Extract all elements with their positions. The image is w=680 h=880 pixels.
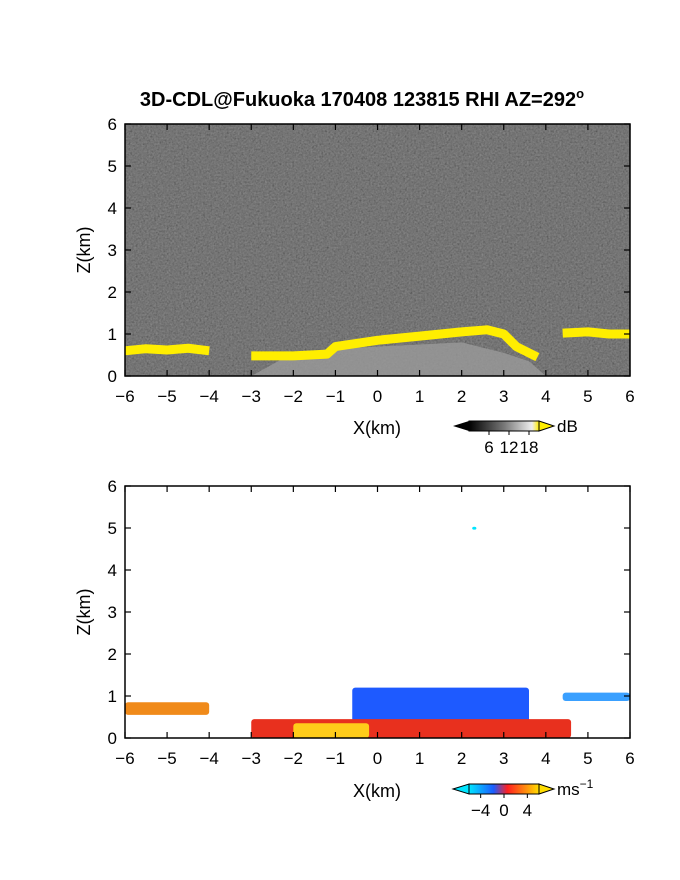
chart-title: 3D-CDL@Fukuoka 170408 123815 RHI AZ=292o xyxy=(140,86,584,111)
velocity-colorbar-bar xyxy=(468,783,540,795)
velocity-x-tick-label: −3 xyxy=(242,749,261,768)
velocity-x-tick-label: −5 xyxy=(157,749,176,768)
velocity-colorbar-ticks: −4 0 4 xyxy=(471,794,532,820)
snr-colorbar-tick-label: 6 xyxy=(484,438,493,457)
velocity-y-tick-label: 0 xyxy=(108,729,117,748)
snr-colorbar-low-arrow xyxy=(453,421,469,431)
velocity-y-tick-label: 3 xyxy=(108,603,117,622)
snr-x-axis-title: X(km) xyxy=(353,418,401,438)
velocity-region-upper-right-lightblue xyxy=(562,692,630,702)
velocity-x-tick-label: −4 xyxy=(199,749,218,768)
snr-colorbar-ticks: 6 12 18 xyxy=(484,431,538,457)
snr-x-tick-label: 0 xyxy=(373,387,382,406)
snr-x-tick-label: 4 xyxy=(541,387,550,406)
snr-cloud-layer xyxy=(562,327,630,339)
snr-y-tick-label: 5 xyxy=(108,157,117,176)
snr-x-tick-label: −5 xyxy=(157,387,176,406)
snr-colorbar-tick-label: 12 xyxy=(500,438,519,457)
snr-y-tick-label: 4 xyxy=(108,199,117,218)
velocity-y-tick-label: 2 xyxy=(108,645,117,664)
velocity-x-tick-label: 5 xyxy=(583,749,592,768)
snr-y-tick-label: 1 xyxy=(108,325,117,344)
snr-colorbar-bar xyxy=(468,420,540,432)
snr-noise-texture xyxy=(125,124,630,376)
velocity-colorbar-tick-label: 0 xyxy=(499,801,508,820)
velocity-x-tick-label: 6 xyxy=(625,749,634,768)
velocity-colorbar-high-arrow xyxy=(538,783,556,795)
snr-x-tick-label: −3 xyxy=(242,387,261,406)
velocity-region-outbound-orange xyxy=(125,702,210,715)
snr-colorbar: dB 6 12 18 xyxy=(453,417,578,457)
snr-colorbar-high-arrow xyxy=(538,420,556,432)
snr-cloud-layer xyxy=(125,343,210,356)
snr-x-tick-label: −1 xyxy=(326,387,345,406)
velocity-colorbar-tick-label: −4 xyxy=(471,801,490,820)
velocity-colorbar-unit: ms−1 xyxy=(557,777,594,799)
velocity-colorbar-tick-label: 4 xyxy=(523,801,532,820)
velocity-y-tick-label: 6 xyxy=(108,477,117,496)
velocity-y-tick-label: 5 xyxy=(108,519,117,538)
velocity-x-tick-label: 3 xyxy=(499,749,508,768)
velocity-region-near-radar-yellow xyxy=(293,723,370,738)
velocity-y-tick-label: 4 xyxy=(108,561,117,580)
snr-x-tick-label: −4 xyxy=(199,387,218,406)
velocity-colorbar: ms−1 −4 0 4 xyxy=(451,777,594,820)
snr-echo-layers xyxy=(125,325,630,376)
velocity-y-axis-title: Z(km) xyxy=(74,589,94,636)
snr-y-tick-label: 2 xyxy=(108,283,117,302)
snr-y-axis-title: Z(km) xyxy=(74,227,94,274)
velocity-colorbar-low-arrow xyxy=(451,783,470,795)
velocity-x-tick-label: 4 xyxy=(541,749,550,768)
velocity-axes: −6 −5 −4 −3 −2 −1 0 1 2 3 4 5 6 0 1 2 3 4 5 6 xyxy=(108,477,635,768)
velocity-region-isolated-cyan xyxy=(472,526,477,530)
velocity-y-tick-label: 1 xyxy=(108,687,117,706)
velocity-x-tick-label: −1 xyxy=(326,749,345,768)
snr-x-tick-label: 5 xyxy=(583,387,592,406)
snr-x-tick-label: 3 xyxy=(499,387,508,406)
velocity-x-tick-label: −6 xyxy=(115,749,134,768)
snr-x-tick-label: 1 xyxy=(415,387,424,406)
velocity-x-axis-title: X(km) xyxy=(353,781,401,801)
snr-x-tick-label: −2 xyxy=(284,387,303,406)
snr-x-tick-label: −6 xyxy=(115,387,134,406)
velocity-x-tick-label: 0 xyxy=(373,749,382,768)
snr-x-tick-label: 6 xyxy=(625,387,634,406)
snr-y-tick-label: 6 xyxy=(108,115,117,134)
snr-colorbar-unit: dB xyxy=(557,417,578,436)
velocity-x-tick-label: 2 xyxy=(457,749,466,768)
velocity-panel: −6 −5 −4 −3 −2 −1 0 1 2 3 4 5 6 0 1 2 3 4 5 6 X(km) Z(km) m… xyxy=(74,477,635,820)
snr-x-tick-label: 2 xyxy=(457,387,466,406)
snr-y-tick-label: 3 xyxy=(108,241,117,260)
snr-colorbar-tick-label: 18 xyxy=(520,438,539,457)
snr-axes: −6 −5 −4 −3 −2 −1 0 1 2 3 4 5 6 0 1 2 3 4 5 6 xyxy=(108,115,635,406)
snr-cloud-layer xyxy=(251,325,540,362)
velocity-x-tick-label: −2 xyxy=(284,749,303,768)
velocity-echo-layers xyxy=(125,526,630,738)
velocity-x-tick-label: 1 xyxy=(415,749,424,768)
snr-y-tick-label: 0 xyxy=(108,367,117,386)
